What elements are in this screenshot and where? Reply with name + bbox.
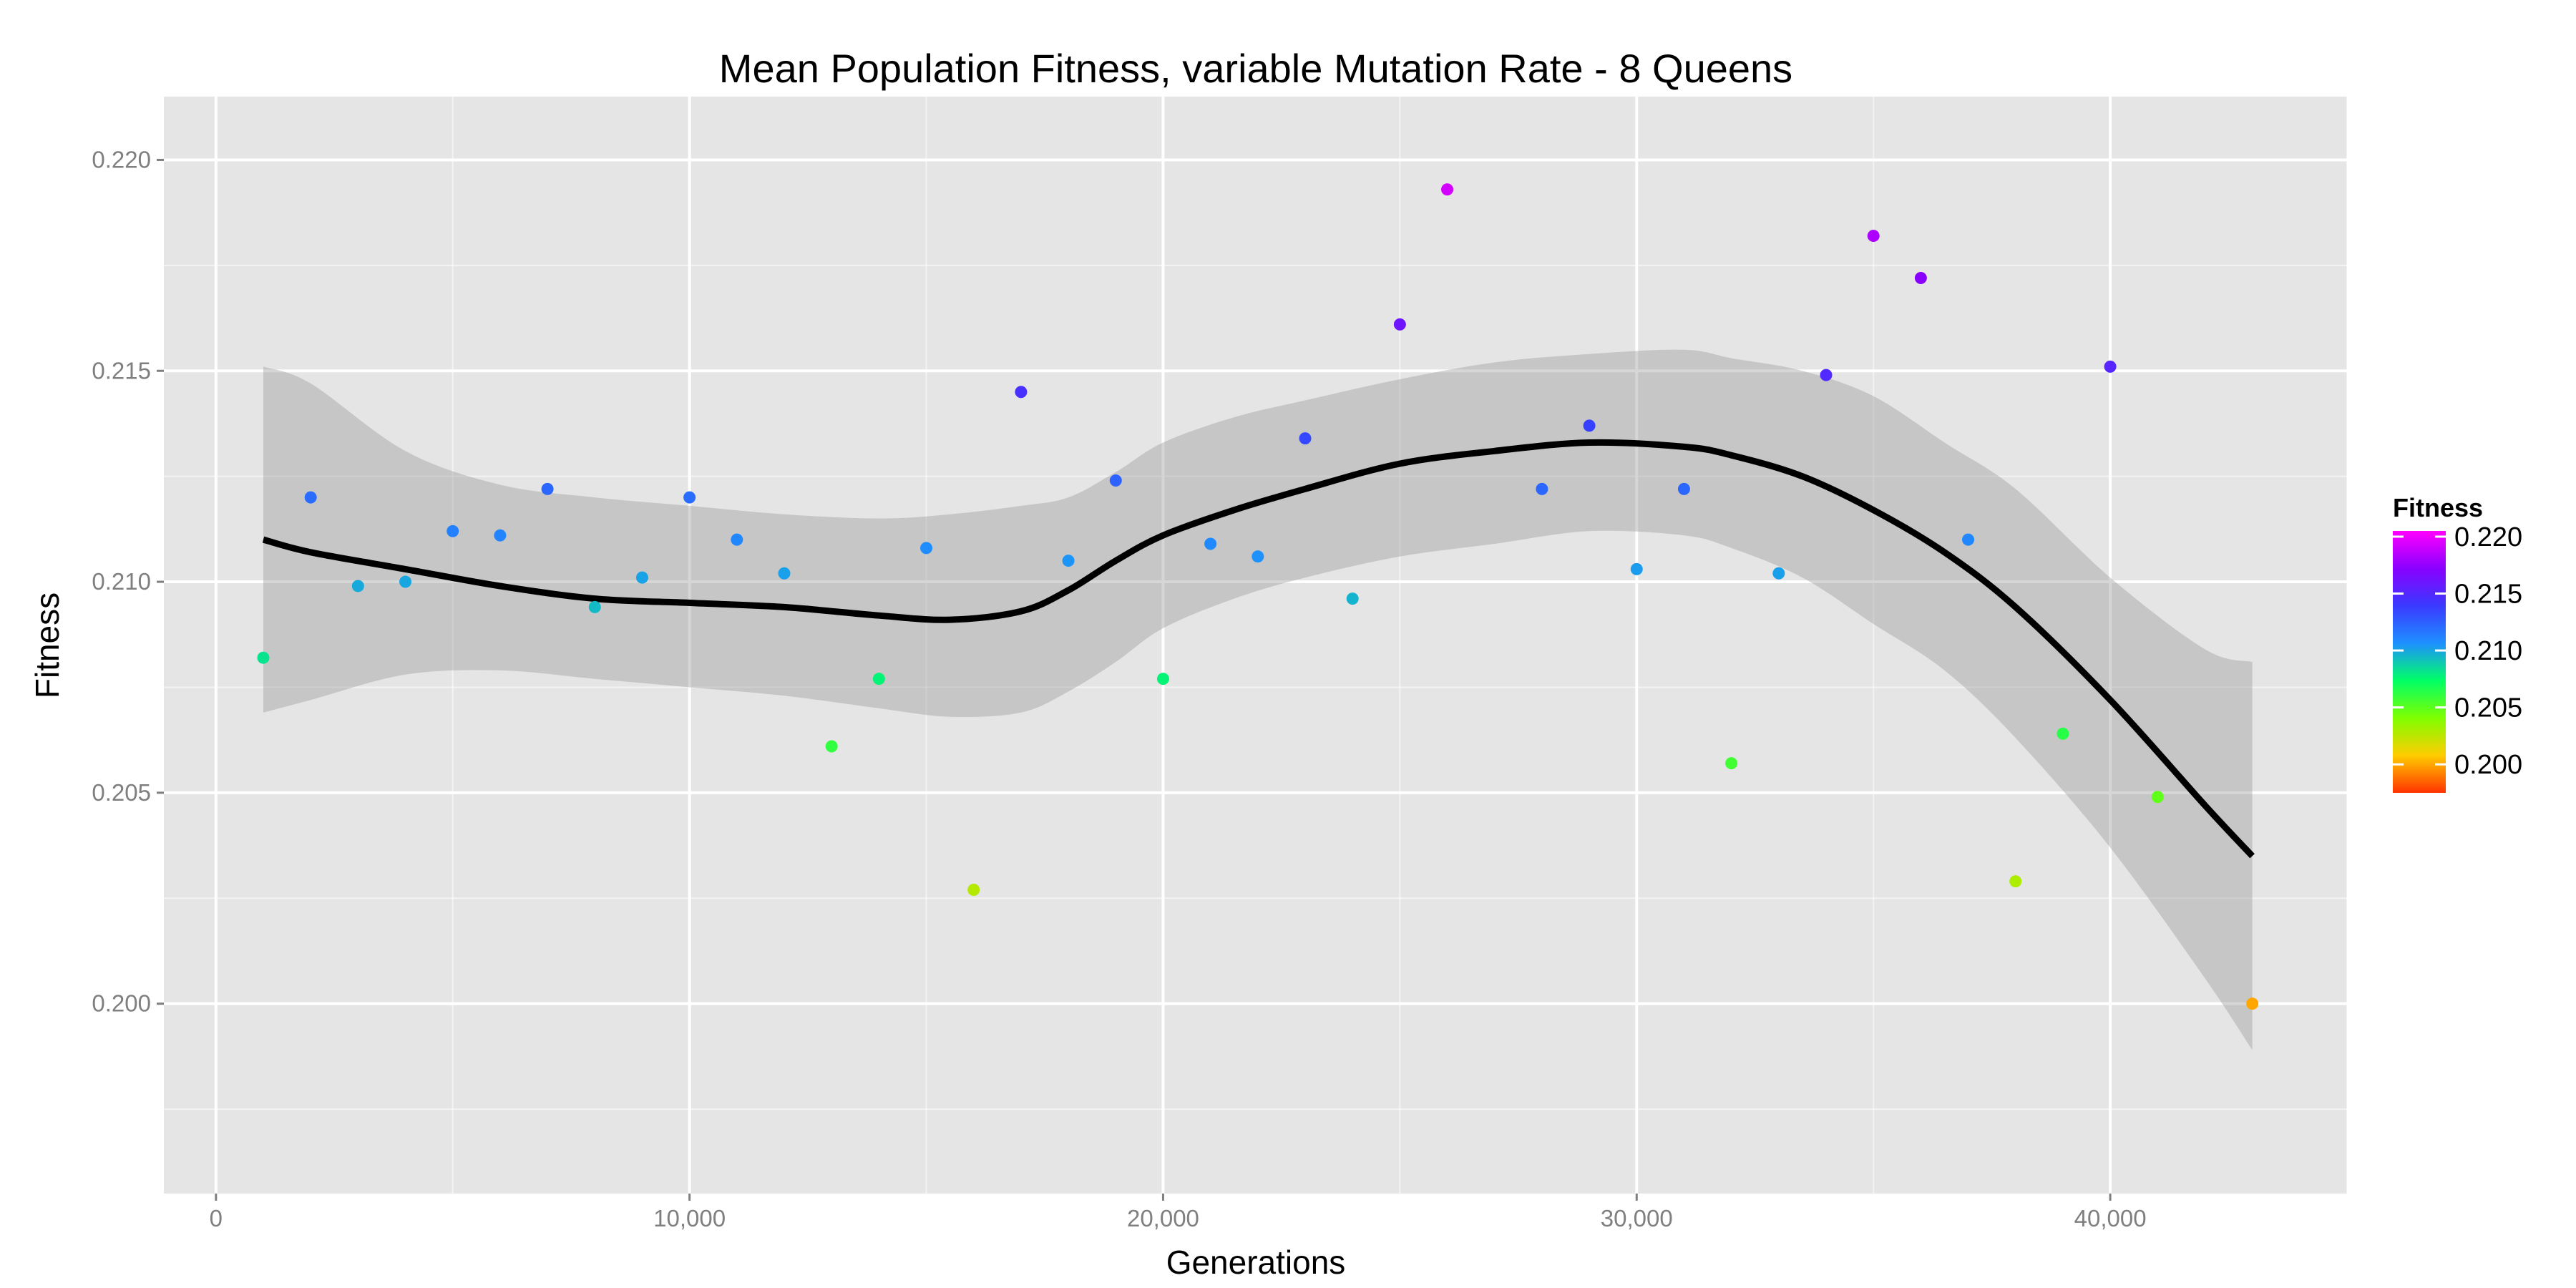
- y-axis: 0.200 0.205 0.210 0.215 0.220: [92, 146, 164, 1017]
- legend-ticks: 0.200 0.205 0.210 0.215 0.220: [2393, 522, 2522, 780]
- data-point: [1015, 386, 1028, 399]
- y-tick-label: 0.215: [92, 357, 151, 384]
- data-point: [1252, 550, 1264, 563]
- data-point: [1725, 757, 1738, 770]
- data-point: [967, 883, 980, 896]
- y-axis-title: Fitness: [29, 592, 66, 698]
- y-tick-label: 0.210: [92, 568, 151, 595]
- plot-panel: [164, 97, 2347, 1194]
- data-point: [588, 600, 601, 613]
- smooth-line-layer: [262, 439, 2255, 859]
- x-tick-label: 20,000: [1127, 1205, 1199, 1231]
- data-point: [2104, 360, 2117, 373]
- data-point: [1109, 474, 1122, 487]
- y-tick-label: 0.205: [92, 779, 151, 806]
- data-points: [257, 183, 2259, 1010]
- data-point: [1299, 432, 1312, 445]
- data-point: [1820, 369, 1833, 381]
- data-point: [778, 567, 791, 580]
- color-legend: Fitness 0.200 0.205 0.210 0.215 0.220: [2393, 493, 2522, 793]
- legend-tick-label: 0.205: [2454, 693, 2522, 723]
- data-point: [541, 482, 554, 495]
- data-point: [1583, 419, 1596, 432]
- data-point: [1962, 533, 1975, 546]
- x-tick-label: 10,000: [653, 1205, 726, 1231]
- legend-tick-label: 0.220: [2454, 522, 2522, 552]
- data-point: [635, 571, 648, 584]
- major-gridlines: [164, 97, 2347, 1194]
- legend-tick-label: 0.200: [2454, 750, 2522, 780]
- data-point: [1441, 183, 1454, 196]
- legend-title: Fitness: [2393, 493, 2483, 522]
- data-point: [1772, 567, 1785, 580]
- data-point: [825, 740, 838, 753]
- data-point: [1156, 673, 1169, 686]
- legend-tick-label: 0.215: [2454, 580, 2522, 610]
- data-point: [2246, 997, 2259, 1010]
- x-axis-title: Generations: [1166, 1244, 1346, 1281]
- data-point: [1204, 537, 1217, 550]
- legend-colorbar: [2393, 531, 2446, 793]
- confidence-band-layer: [263, 349, 2253, 1050]
- data-point: [304, 491, 317, 504]
- data-point: [257, 651, 270, 664]
- data-point: [447, 525, 459, 537]
- y-tick-label: 0.200: [92, 990, 151, 1017]
- x-tick-label: 0: [210, 1205, 223, 1231]
- data-point: [1393, 318, 1406, 331]
- x-tick-label: 30,000: [1601, 1205, 1673, 1231]
- data-point: [731, 533, 743, 546]
- data-point: [2057, 727, 2069, 740]
- data-point: [1630, 562, 1643, 575]
- data-point: [1536, 482, 1548, 495]
- chart-title: Mean Population Fitness, variable Mutati…: [719, 46, 1792, 91]
- legend-tick-label: 0.210: [2454, 636, 2522, 666]
- data-point: [2009, 875, 2022, 888]
- x-tick-label: 40,000: [2074, 1205, 2147, 1231]
- data-point: [399, 575, 412, 588]
- data-point: [872, 673, 885, 686]
- data-point: [1062, 555, 1075, 567]
- data-point: [2151, 791, 2164, 804]
- data-point: [1867, 230, 1880, 243]
- data-point: [494, 529, 507, 542]
- y-tick-label: 0.220: [92, 146, 151, 172]
- data-point: [920, 542, 933, 555]
- data-point: [351, 580, 364, 592]
- data-point: [683, 491, 696, 504]
- smooth-trend-line: [262, 439, 2255, 859]
- minor-gridlines: [164, 97, 2348, 1194]
- data-point: [1346, 592, 1359, 605]
- confidence-band: [263, 349, 2253, 1050]
- data-point: [1677, 482, 1690, 495]
- data-point: [1914, 272, 1927, 285]
- x-axis: 0 10,000 20,000 30,000 40,000: [210, 1194, 2147, 1231]
